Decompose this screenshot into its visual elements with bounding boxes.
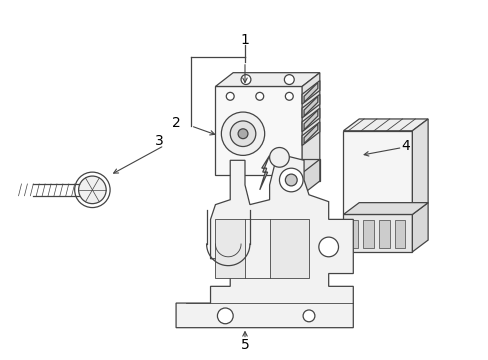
Polygon shape xyxy=(215,86,302,175)
Polygon shape xyxy=(282,173,302,195)
Circle shape xyxy=(238,129,247,139)
Text: 4: 4 xyxy=(400,139,409,153)
Circle shape xyxy=(241,75,250,85)
Circle shape xyxy=(285,174,297,186)
Polygon shape xyxy=(411,203,427,252)
Circle shape xyxy=(284,75,294,85)
Polygon shape xyxy=(215,219,244,278)
Circle shape xyxy=(255,93,263,100)
Polygon shape xyxy=(411,119,427,215)
Circle shape xyxy=(230,121,255,147)
Circle shape xyxy=(303,310,314,322)
Polygon shape xyxy=(302,81,319,104)
Polygon shape xyxy=(269,219,308,278)
Polygon shape xyxy=(300,159,319,181)
Polygon shape xyxy=(304,96,317,116)
Circle shape xyxy=(318,237,338,257)
Polygon shape xyxy=(346,220,358,248)
Polygon shape xyxy=(302,159,319,195)
Text: 5: 5 xyxy=(240,338,249,352)
Text: 3: 3 xyxy=(155,134,163,148)
Polygon shape xyxy=(394,220,405,248)
Circle shape xyxy=(226,93,234,100)
Polygon shape xyxy=(343,119,427,131)
Text: 1: 1 xyxy=(240,33,249,47)
Polygon shape xyxy=(343,203,427,215)
Circle shape xyxy=(269,148,289,167)
Circle shape xyxy=(221,112,264,156)
Circle shape xyxy=(217,308,233,324)
Polygon shape xyxy=(343,131,411,215)
Circle shape xyxy=(79,176,106,204)
Polygon shape xyxy=(378,220,389,248)
Polygon shape xyxy=(302,122,319,145)
Text: 2: 2 xyxy=(171,116,180,130)
Circle shape xyxy=(285,93,293,100)
Polygon shape xyxy=(304,124,317,144)
Polygon shape xyxy=(302,73,319,175)
Polygon shape xyxy=(363,220,373,248)
Polygon shape xyxy=(259,156,269,190)
Polygon shape xyxy=(302,94,319,118)
Polygon shape xyxy=(176,156,352,328)
Polygon shape xyxy=(343,215,411,252)
Polygon shape xyxy=(215,73,319,86)
Polygon shape xyxy=(304,110,317,130)
Polygon shape xyxy=(304,82,317,102)
Polygon shape xyxy=(302,108,319,132)
Circle shape xyxy=(279,168,303,192)
